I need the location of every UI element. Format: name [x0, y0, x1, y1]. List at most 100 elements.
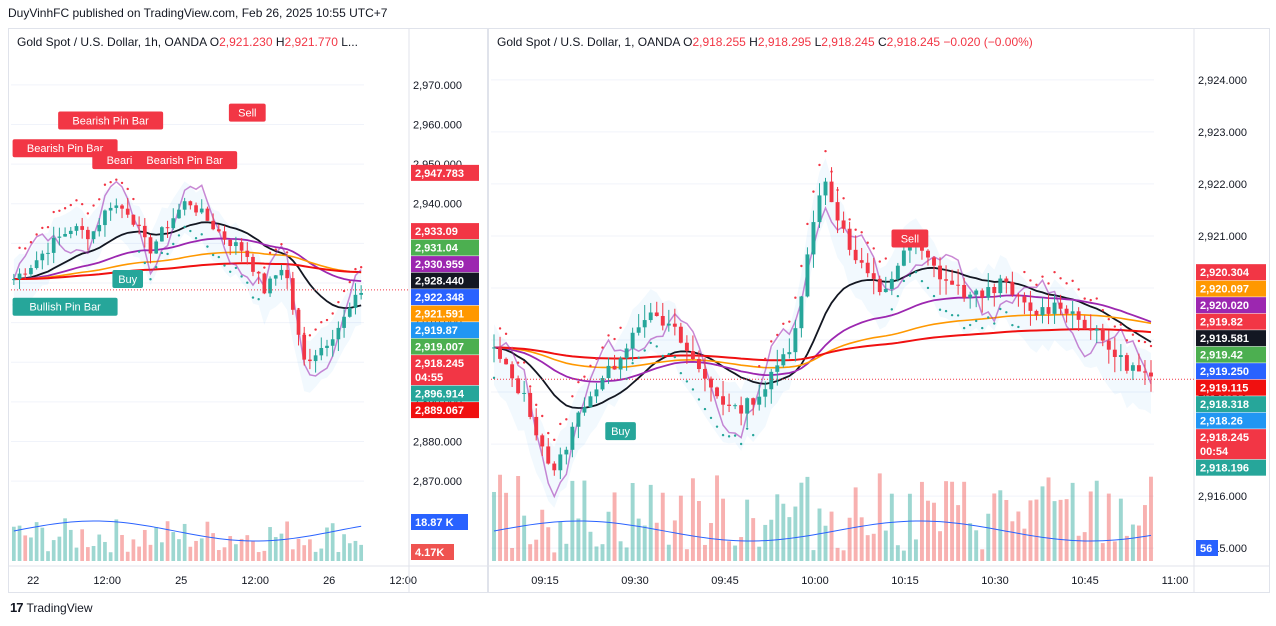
volume-bar	[998, 490, 1003, 561]
volume-bar	[672, 520, 677, 561]
volume-bar	[1106, 493, 1111, 561]
ema-red-line	[13, 262, 362, 281]
y-tick-label: 2,970.000	[413, 80, 462, 92]
sar-dot	[498, 327, 502, 330]
sar-dot	[504, 332, 508, 336]
candle-body	[696, 359, 701, 370]
signal-label-box	[12, 297, 118, 316]
sar-dot	[1119, 323, 1123, 326]
price-tag-label: 2,918.26	[1200, 416, 1243, 428]
price-tag	[1196, 363, 1266, 380]
candle-body	[654, 312, 659, 316]
candle-body	[853, 249, 858, 261]
sar-dot	[595, 357, 598, 361]
volume-bar	[11, 526, 16, 561]
price-tag	[1196, 379, 1266, 396]
candle-body	[763, 389, 768, 397]
volume-bar	[1052, 501, 1057, 561]
sar-dot	[280, 242, 283, 246]
volume-bar	[302, 545, 307, 561]
chart-1h-plot[interactable]: 2,970.0002,960.0002,950.0002,940.0002,93…	[9, 29, 487, 592]
sar-dot	[908, 274, 912, 277]
price-tag	[1196, 429, 1266, 460]
volume-bar	[137, 546, 141, 561]
x-tick-label: 26	[323, 575, 335, 587]
sar-dot	[649, 341, 652, 345]
sar-dot	[697, 398, 701, 401]
volume-bar	[313, 551, 318, 561]
volume-bar	[1136, 525, 1141, 561]
sar-dot	[619, 326, 622, 329]
volume-bar	[353, 540, 358, 561]
volume-bar	[108, 552, 113, 561]
x-tick-label: 12:00	[93, 575, 121, 587]
candle-body	[672, 323, 677, 327]
candle-body	[1016, 294, 1021, 297]
price-tag	[411, 272, 479, 289]
price-tag-label: 2,919.007	[415, 342, 464, 354]
candle-body	[727, 404, 732, 406]
candle-body	[1058, 302, 1063, 309]
volume-bar	[642, 525, 647, 561]
candle-body	[570, 426, 575, 450]
chart-panel-1m[interactable]: Gold Spot / U.S. Dollar, 1, OANDA O2,918…	[488, 28, 1270, 593]
candle-body	[1124, 355, 1129, 371]
sar-dot	[950, 313, 954, 317]
sar-dot	[926, 286, 930, 290]
candle-body	[11, 279, 16, 281]
volume-bar	[968, 523, 973, 561]
volume-bar	[805, 476, 810, 561]
y-tick-label: 2,923.000	[1198, 127, 1247, 139]
ema-red-line	[493, 328, 1152, 362]
candle-body	[91, 231, 96, 240]
sar-dot	[583, 375, 586, 378]
chart-panel-1h[interactable]: Gold Spot / U.S. Dollar, 1h, OANDA O2,92…	[8, 28, 488, 593]
footer-brand[interactable]: 17 TradingView	[10, 600, 93, 615]
sar-dot	[314, 328, 317, 331]
sar-dot	[812, 190, 815, 193]
price-tag-label: 2,931.04	[415, 243, 459, 255]
candle-body	[582, 407, 587, 413]
volume-bar	[1028, 500, 1033, 561]
sar-dot	[58, 209, 61, 213]
volume-bar	[775, 494, 780, 561]
candle-body	[703, 369, 707, 379]
sar-dot	[842, 197, 845, 200]
candle-body	[624, 348, 629, 359]
candle-body	[745, 398, 750, 414]
price-tag-countdown: 04:55	[415, 372, 443, 384]
candle-body	[889, 278, 894, 289]
sar-dot	[788, 320, 791, 323]
volume-bar	[1034, 499, 1039, 561]
volume-bar	[907, 493, 912, 561]
volume-bar	[859, 517, 864, 561]
volume-bar	[23, 535, 28, 561]
ema-orange-line	[13, 251, 362, 280]
candle-body	[805, 254, 810, 297]
sar-dot	[251, 296, 255, 299]
candle-body	[251, 256, 255, 272]
chart-1m-plot[interactable]: 2,924.000 2,923.000 2,922.000 2,921.000 2,92…	[489, 29, 1269, 592]
candle-body	[1040, 307, 1045, 316]
sar-dot	[492, 376, 496, 380]
sar-dot	[571, 395, 574, 398]
candle-body	[125, 208, 130, 215]
legend-high-label: H	[749, 35, 758, 49]
volume-bar	[757, 546, 762, 561]
price-tag-label: 2,921.591	[415, 309, 464, 321]
volume-tag	[411, 514, 468, 530]
sar-dot	[80, 202, 84, 206]
candle-body	[302, 334, 307, 360]
volume-bar	[841, 550, 846, 561]
sar-dot	[993, 322, 996, 325]
volume-bar	[34, 522, 39, 561]
candle-body	[131, 214, 136, 225]
sar-dot	[285, 251, 289, 254]
volume-bar	[950, 481, 955, 561]
candle-body	[120, 205, 124, 209]
volume-bar	[160, 542, 164, 561]
candle-body	[1112, 349, 1117, 357]
publish-header: DuyVinhFC published on TradingView.com, …	[8, 6, 388, 20]
x-tick-label: 22	[27, 575, 39, 587]
candle-body	[1118, 355, 1123, 357]
